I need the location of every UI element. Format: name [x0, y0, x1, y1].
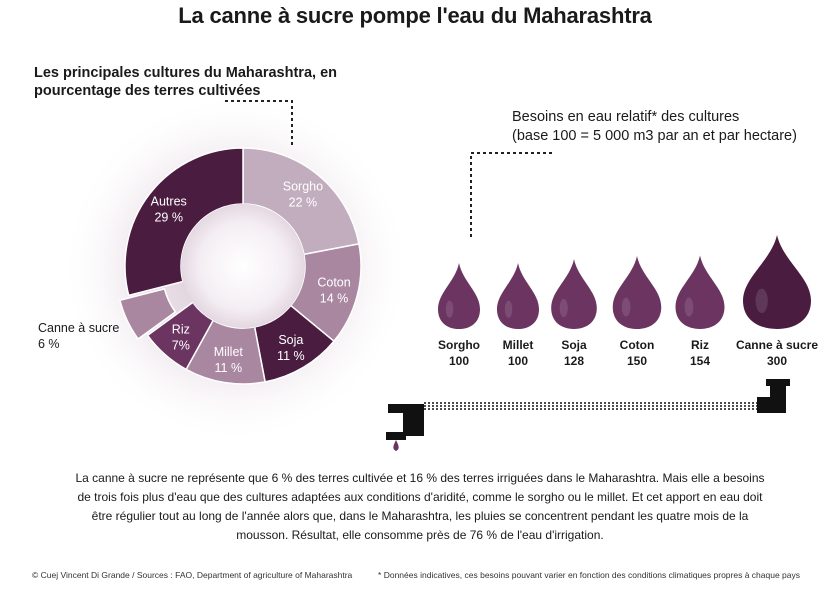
- drop-millet: [497, 263, 539, 329]
- drop-soja: [551, 259, 597, 329]
- drops-chart-title-line: Besoins en eau relatif* des cultures: [512, 109, 740, 125]
- donut-label-riz: Riz: [172, 323, 190, 337]
- drop-highlight-millet: [504, 300, 513, 318]
- donut-label-millet: Millet: [214, 345, 244, 359]
- drop-highlight-sorgho: [445, 300, 454, 318]
- drop-label-riz: Riz: [691, 338, 709, 352]
- donut-hole: [181, 204, 305, 328]
- donut-label-autres: Autres: [151, 194, 187, 208]
- donut-label-coton: Coton: [317, 275, 350, 289]
- donut-label-soja: Soja: [278, 333, 303, 347]
- drops-connector: [470, 152, 552, 240]
- water-drop-small: [393, 440, 399, 451]
- pipe-left: [386, 404, 424, 451]
- drop-label-millet: Millet: [503, 338, 534, 352]
- credits-footnote: * Données indicatives, ces besoins pouva…: [378, 570, 800, 580]
- drop-sorgho: [438, 263, 480, 329]
- drop-riz: [675, 255, 725, 329]
- drop-label-canne-a-sucre: Canne à sucre: [736, 338, 818, 352]
- donut-label-canne-a-sucre: Canne à sucre: [38, 321, 119, 335]
- pipe-right: [757, 379, 790, 413]
- drop-label-sorgho: Sorgho: [438, 338, 480, 352]
- drop-highlight-canne-a-sucre: [755, 288, 768, 314]
- drop-value-millet: 100: [508, 354, 528, 368]
- drops-chart-subtitle: (base 100 = 5 000 m3 par an et par hecta…: [512, 128, 797, 144]
- drop-highlight-riz: [684, 297, 694, 317]
- drop-value-canne-a-sucre: 300: [767, 354, 787, 368]
- donut-value-coton: 14 %: [320, 291, 349, 305]
- pipe-right-elbow: [757, 385, 786, 413]
- donut-value-autres: 29 %: [154, 210, 183, 224]
- donut-connector: [225, 100, 293, 148]
- drop-value-soja: 128: [564, 354, 584, 368]
- donut-value-riz: 7%: [172, 339, 190, 353]
- donut-value-canne-a-sucre: 6 %: [38, 337, 60, 351]
- drop-coton: [612, 256, 662, 329]
- donut-chart-title: Les principales cultures du Maharashtra,…: [34, 65, 337, 99]
- donut-value-sorgho: 22 %: [289, 196, 318, 210]
- body-paragraph: La canne à sucre ne représente que 6 % d…: [75, 471, 765, 542]
- credits-source: © Cuej Vincent Di Grande / Sources : FAO…: [32, 570, 353, 580]
- pipe-left-flange: [386, 432, 406, 440]
- pipe-right-flange: [766, 379, 790, 386]
- donut-slice-canne-a-sucre: [119, 287, 177, 341]
- drop-label-coton: Coton: [620, 338, 655, 352]
- drop-highlight-coton: [621, 297, 631, 317]
- donut-value-soja: 11 %: [277, 349, 305, 363]
- drop-value-coton: 150: [627, 354, 647, 368]
- drop-highlight-soja: [559, 298, 568, 318]
- donut-labels: Sorgho 22 % Coton 14 % Soja 11 % Millet 11 % Riz…: [38, 180, 351, 375]
- main-title: La canne à sucre pompe l'eau du Maharash…: [178, 3, 652, 28]
- pipe-left-elbow: [388, 404, 424, 436]
- pipe-hose: [424, 402, 757, 410]
- donut-value-millet: 11 %: [215, 361, 243, 375]
- drop-value-riz: 154: [690, 354, 710, 368]
- donut-label-sorgho: Sorgho: [283, 180, 323, 194]
- drop-label-soja: Soja: [561, 338, 587, 352]
- donut-chart: [119, 147, 362, 385]
- drop-value-sorgho: 100: [449, 354, 469, 368]
- drops-chart: Sorgho 100 Millet 100 Soja 128 Coton 150 Riz 154 C…: [438, 235, 818, 368]
- drop-canne-a-sucre: [743, 235, 811, 329]
- drops-chart-title: Besoins en eau relatif* des cultures (ba…: [512, 108, 822, 146]
